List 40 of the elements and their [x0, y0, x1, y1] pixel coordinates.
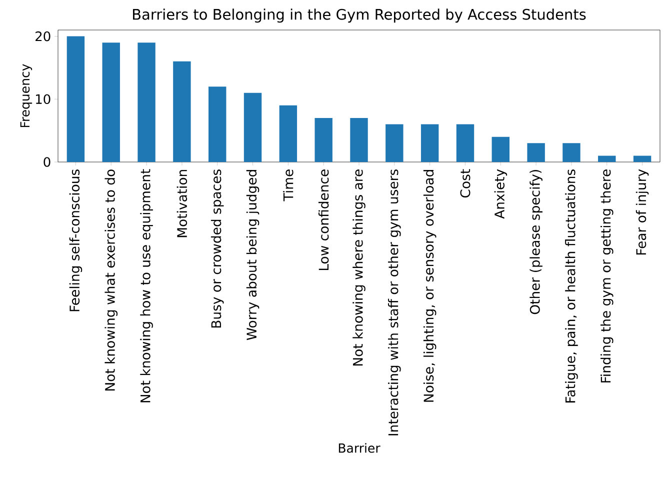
- y-axis-title: Frequency: [20, 64, 32, 128]
- bar: [527, 143, 545, 162]
- bar: [138, 42, 156, 162]
- bar: [244, 92, 262, 162]
- x-tick-label: Fatigue, pain, or health fluctuations: [565, 169, 578, 402]
- bar: [350, 118, 368, 162]
- bar: [633, 156, 652, 162]
- y-tick-label: 20: [36, 31, 50, 42]
- x-tick-label: Not knowing what exercises to do: [104, 170, 118, 390]
- x-tick-label: Cost: [460, 169, 470, 198]
- bar: [562, 143, 580, 162]
- bar: [208, 86, 226, 162]
- bar: [456, 124, 474, 162]
- x-tick-label: Fear of injury: [636, 169, 649, 254]
- x-tick-label: Feeling self-conscious: [69, 169, 82, 312]
- x-tick-label: Not knowing how to use equipment: [140, 169, 153, 402]
- x-tick-label: Worry about being judged: [246, 170, 260, 340]
- y-tick-label: 0: [44, 157, 50, 167]
- chart-title: Barriers to Belonging in the Gym Reported by Access Students: [133, 8, 586, 23]
- x-axis-title: Barrier: [338, 443, 380, 453]
- x-tick-label: Other (please specify): [530, 170, 542, 314]
- bar: [420, 124, 439, 162]
- x-tick-label: Noise, lighting, or sensory overload: [423, 170, 436, 402]
- x-tick-label: Interacting with staff or other gym users: [388, 169, 401, 436]
- bar: [598, 156, 616, 162]
- x-tick-label: Motivation: [176, 170, 188, 238]
- x-tick-label: Finding the gym or getting there: [600, 170, 614, 382]
- x-tick-label: Not knowing where things are: [352, 170, 366, 366]
- bar: [386, 124, 404, 162]
- bar: [102, 42, 120, 162]
- bar: [492, 136, 510, 162]
- y-tick-label: 10: [36, 94, 50, 104]
- x-tick-label: Anxiety: [494, 169, 508, 219]
- bar: [66, 36, 85, 162]
- x-tick-label: Busy or crowded spaces: [210, 170, 224, 328]
- x-tick-label: Time: [283, 170, 294, 202]
- bar: [279, 105, 298, 162]
- bar: [173, 61, 191, 162]
- x-tick-label: Low confidence: [318, 170, 329, 270]
- bar: [314, 118, 332, 162]
